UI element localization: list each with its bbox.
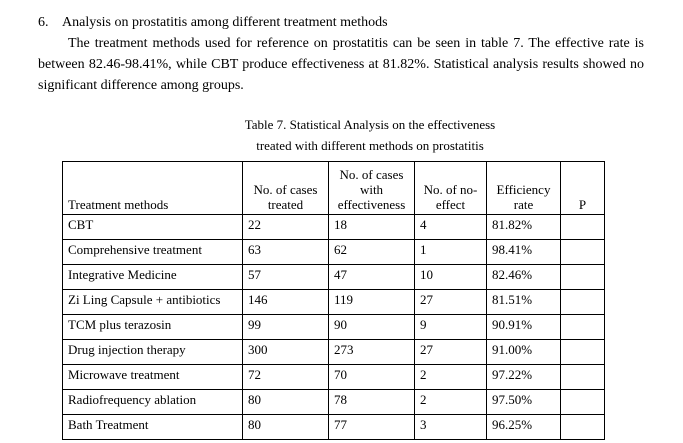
cell-p xyxy=(560,414,605,440)
table-row: Bath Treatment 80 77 3 96.25% xyxy=(62,414,605,440)
table-row: Comprehensive treatment 63 62 1 98.41% xyxy=(62,239,605,265)
cell-cases-effective: 47 xyxy=(328,264,415,290)
cell-treatment: Integrative Medicine xyxy=(62,264,243,290)
header-p: P xyxy=(560,161,605,215)
cell-cases-treated: 72 xyxy=(242,364,329,390)
cell-cases-treated: 22 xyxy=(242,214,329,240)
cell-cases-treated: 146 xyxy=(242,289,329,315)
section-number: 6. xyxy=(38,15,49,30)
cell-cases-effective: 90 xyxy=(328,314,415,340)
cell-efficiency-rate: 82.46% xyxy=(486,264,561,290)
cell-treatment: Bath Treatment xyxy=(62,414,243,440)
cell-cases-effective: 273 xyxy=(328,339,415,365)
cell-efficiency-rate: 81.82% xyxy=(486,214,561,240)
cell-no-effect: 1 xyxy=(414,239,487,265)
cell-no-effect: 27 xyxy=(414,339,487,365)
cell-efficiency-rate: 97.50% xyxy=(486,389,561,415)
cell-efficiency-rate: 96.25% xyxy=(486,414,561,440)
cell-efficiency-rate: 90.91% xyxy=(486,314,561,340)
cell-cases-treated: 57 xyxy=(242,264,329,290)
cell-cases-treated: 80 xyxy=(242,414,329,440)
cell-cases-effective: 77 xyxy=(328,414,415,440)
cell-cases-treated: 63 xyxy=(242,239,329,265)
cell-cases-effective: 62 xyxy=(328,239,415,265)
cell-cases-treated: 80 xyxy=(242,389,329,415)
cell-efficiency-rate: 97.22% xyxy=(486,364,561,390)
header-efficiency-rate: Efficiency rate xyxy=(486,161,561,215)
cell-cases-treated: 300 xyxy=(242,339,329,365)
cell-cases-effective: 119 xyxy=(328,289,415,315)
cell-no-effect: 2 xyxy=(414,364,487,390)
cell-no-effect: 27 xyxy=(414,289,487,315)
table-row: Integrative Medicine 57 47 10 82.46% xyxy=(62,264,605,290)
table-row: Zi Ling Capsule + antibiotics 146 119 27… xyxy=(62,289,605,315)
cell-treatment: TCM plus terazosin xyxy=(62,314,243,340)
results-table: Treatment methods No. of cases treated N… xyxy=(62,161,605,440)
header-no-effect: No. of no-effect xyxy=(414,161,487,215)
section-paragraph: The treatment methods used for reference… xyxy=(38,36,644,93)
section-heading: 6. Analysis on prostatitis among differen… xyxy=(38,12,644,33)
cell-cases-effective: 78 xyxy=(328,389,415,415)
cell-p xyxy=(560,314,605,340)
table-row: Drug injection therapy 300 273 27 91.00% xyxy=(62,339,605,365)
cell-treatment: Comprehensive treatment xyxy=(62,239,243,265)
cell-treatment: Microwave treatment xyxy=(62,364,243,390)
cell-treatment: Zi Ling Capsule + antibiotics xyxy=(62,289,243,315)
section-analysis-prostatitis: 6. Analysis on prostatitis among differen… xyxy=(38,12,644,96)
cell-p xyxy=(560,214,605,240)
table-row: Microwave treatment 72 70 2 97.22% xyxy=(62,364,605,390)
cell-no-effect: 2 xyxy=(414,389,487,415)
cell-cases-effective: 70 xyxy=(328,364,415,390)
cell-p xyxy=(560,239,605,265)
cell-cases-treated: 99 xyxy=(242,314,329,340)
table-row: CBT 22 18 4 81.82% xyxy=(62,214,605,240)
header-cases-effective: No. of cases with effectiveness xyxy=(328,161,415,215)
header-cases-treated: No. of cases treated xyxy=(242,161,329,215)
cell-treatment: CBT xyxy=(62,214,243,240)
cell-p xyxy=(560,264,605,290)
cell-p xyxy=(560,364,605,390)
table-header-row: Treatment methods No. of cases treated N… xyxy=(62,161,605,215)
table-row: TCM plus terazosin 99 90 9 90.91% xyxy=(62,314,605,340)
cell-p xyxy=(560,289,605,315)
cell-efficiency-rate: 91.00% xyxy=(486,339,561,365)
cell-no-effect: 4 xyxy=(414,214,487,240)
cell-cases-effective: 18 xyxy=(328,214,415,240)
section-title: Analysis on prostatitis among different … xyxy=(62,15,388,30)
cell-no-effect: 10 xyxy=(414,264,487,290)
table-caption-line2: treated with different methods on prosta… xyxy=(256,138,484,153)
table-caption-line1: Table 7. Statistical Analysis on the eff… xyxy=(244,117,496,132)
cell-p xyxy=(560,389,605,415)
table-row: Radiofrequency ablation 80 78 2 97.50% xyxy=(62,389,605,415)
cell-no-effect: 9 xyxy=(414,314,487,340)
cell-p xyxy=(560,339,605,365)
header-treatment-methods: Treatment methods xyxy=(62,161,243,215)
cell-efficiency-rate: 98.41% xyxy=(486,239,561,265)
cell-treatment: Drug injection therapy xyxy=(62,339,243,365)
cell-treatment: Radiofrequency ablation xyxy=(62,389,243,415)
cell-no-effect: 3 xyxy=(414,414,487,440)
cell-efficiency-rate: 81.51% xyxy=(486,289,561,315)
